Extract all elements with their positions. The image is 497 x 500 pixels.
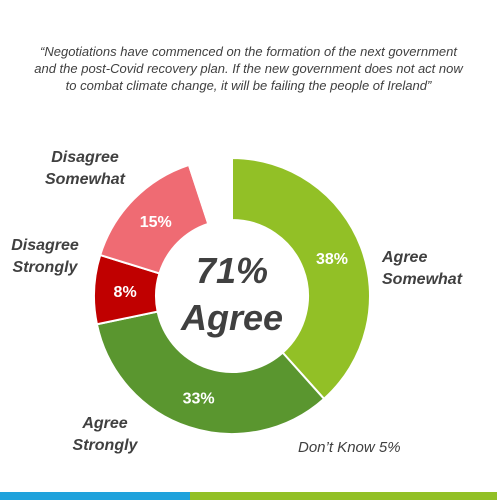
donut-slice-2	[95, 310, 326, 435]
bottom-bar-blue	[0, 492, 190, 500]
donut-slice-1	[231, 156, 371, 401]
slice-category-label-1: Agree Somewhat	[381, 249, 463, 288]
slice-value-label-2: 33%	[183, 391, 215, 408]
donut-slice-5	[187, 156, 233, 226]
bottom-color-bar	[0, 492, 497, 500]
slice-category-label-4: Disagree Somewhat	[45, 149, 126, 188]
slice-category-label-2: Agree Strongly	[73, 415, 139, 454]
survey-quote: “Negotiations have commenced on the form…	[34, 44, 463, 93]
slice-value-label-3: 8%	[114, 284, 137, 301]
center-percent: 71%	[196, 250, 268, 291]
slice-category-label-3: Disagree Strongly	[11, 237, 79, 276]
bottom-bar-green	[190, 492, 497, 500]
center-agree: Agree	[180, 297, 283, 338]
slice-value-label-4: 15%	[140, 214, 172, 231]
slice-value-label-1: 38%	[316, 251, 348, 268]
slice-category-label-5: Don’t Know 5%	[298, 439, 401, 456]
